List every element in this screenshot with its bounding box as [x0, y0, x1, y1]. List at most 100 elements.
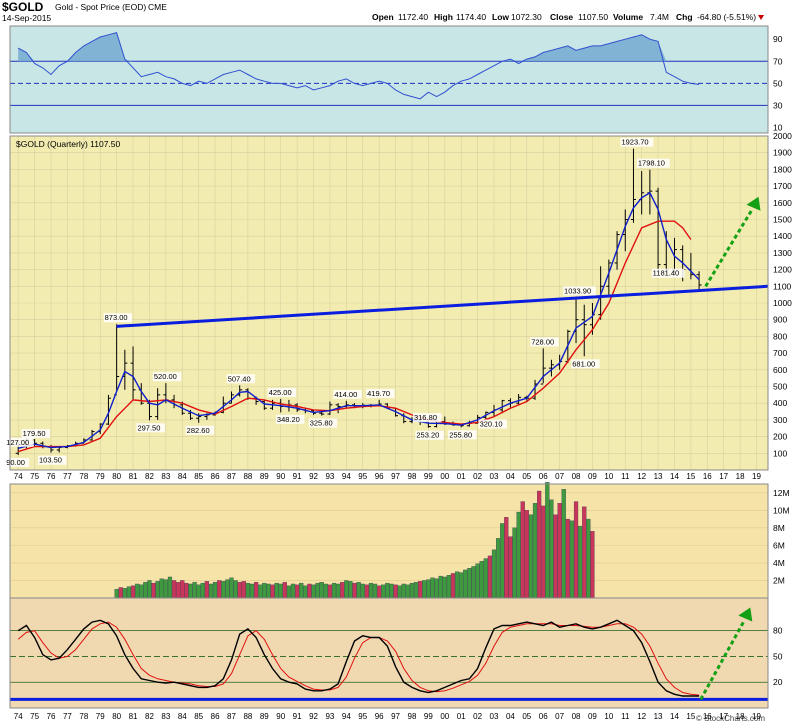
x-tick-label: 14 [670, 472, 679, 481]
x-tick-label: 06 [539, 712, 548, 721]
price-annotation: 507.40 [228, 374, 251, 383]
volume-bar [557, 503, 562, 599]
annotation-box [38, 455, 67, 465]
high-value: 1174.40 [456, 12, 486, 22]
volume-bar [491, 549, 497, 599]
watermark: © StockCharts.com [696, 714, 765, 723]
x-tick-label: 75 [30, 472, 39, 481]
price-tick-label: 300 [773, 415, 787, 425]
x-tick-label: 78 [79, 712, 88, 721]
rsi-overbought-fill [18, 32, 700, 62]
x-tick-label: 93 [325, 472, 334, 481]
x-tick-label: 85 [194, 712, 203, 721]
volume-bar [364, 584, 369, 599]
price-annotation: 103.50 [39, 456, 62, 465]
volume-tick-label: 10M [773, 505, 790, 515]
volume-bar [487, 555, 493, 599]
x-tick-label: 76 [47, 712, 56, 721]
volume-bar [475, 563, 480, 599]
x-tick-label: 88 [243, 712, 252, 721]
date-label: 14-Sep-2015 [2, 13, 51, 23]
volume-bar [479, 561, 484, 599]
volume-bar [463, 569, 468, 599]
price-tick-label: 1700 [773, 181, 792, 191]
price-annotation: 179.50 [23, 429, 46, 438]
volume-bar [278, 583, 283, 599]
volume-background [10, 484, 768, 598]
volume-bar [401, 583, 406, 599]
x-tick-label: 10 [604, 712, 613, 721]
volume-bar [385, 582, 390, 599]
volume-bar [159, 578, 164, 599]
volume-bar [545, 482, 550, 599]
rsi-tick-label: 10 [773, 122, 783, 132]
x-tick-label: 17 [719, 472, 728, 481]
volume-bar [204, 581, 209, 599]
price-annotation: 253.20 [416, 431, 439, 440]
x-tick-label: 16 [703, 472, 712, 481]
rsi-panel: 90 70 50 30 10 [9, 25, 783, 134]
x-tick-label: 08 [572, 712, 581, 721]
price-frame [9, 135, 769, 471]
annotation-box [636, 158, 670, 168]
x-tick-label: 07 [555, 712, 564, 721]
volume-bar [409, 582, 415, 599]
x-tick-label: 97 [391, 472, 400, 481]
x-tick-label: 18 [736, 472, 745, 481]
x-tick-label: 96 [375, 472, 384, 481]
rsi-tick-label: 90 [773, 34, 783, 44]
annotation-box [366, 388, 395, 398]
price-tick-label: 500 [773, 382, 787, 392]
volume-bar [167, 576, 173, 599]
volume-bar [405, 584, 410, 599]
volume-bar [541, 505, 546, 599]
volume-bar [299, 582, 304, 599]
x-tick-label: 76 [47, 472, 56, 481]
volume-bar [553, 514, 558, 599]
x-tick-label: 00 [440, 712, 449, 721]
x-tick-label: 79 [96, 712, 105, 721]
volume-bar [229, 577, 234, 599]
price-annotation: 728.00 [531, 337, 554, 346]
x-tick-label: 01 [457, 712, 466, 721]
moving-average-fast [18, 191, 700, 449]
x-tick-label: 74 [14, 472, 23, 481]
price-annotation: 90.00 [6, 458, 25, 467]
volume-bar [434, 578, 439, 599]
x-tick-label: 14 [670, 712, 679, 721]
x-tick-label: 78 [79, 472, 88, 481]
price-annotation: 419.70 [367, 389, 390, 398]
rsi-tick-label: 70 [773, 56, 783, 66]
volume-bar [471, 566, 476, 599]
x-tick-label: 95 [358, 712, 367, 721]
volume-bar [147, 580, 152, 599]
x-tick-label: 84 [178, 472, 187, 481]
x-tick-label: 98 [408, 712, 417, 721]
volume-bar [155, 581, 160, 599]
volume-bar [516, 511, 521, 599]
volume-bar [578, 525, 583, 599]
volume-bar [258, 584, 263, 599]
volume-value: 7.4M [650, 12, 669, 22]
volume-bar [582, 506, 587, 599]
volume-bar [348, 581, 353, 599]
x-tick-label: 86 [211, 472, 220, 481]
annotation-box [563, 286, 596, 296]
x-tick-label: 07 [555, 472, 564, 481]
price-tick-label: 900 [773, 315, 787, 325]
price-tick-label: 1000 [773, 298, 792, 308]
volume-bar [565, 518, 570, 599]
volume-bar [344, 580, 349, 599]
price-annotation: 681.00 [572, 359, 595, 368]
x-tick-label: 77 [63, 472, 72, 481]
stochastic-frame [9, 597, 769, 709]
x-tick-label: 99 [424, 472, 433, 481]
stochastic-arrowhead-icon [738, 607, 753, 622]
volume-bar [286, 585, 292, 599]
volume-bar [274, 582, 279, 599]
annotation-box [412, 413, 442, 423]
x-tick-label: 02 [473, 712, 482, 721]
volume-bar [307, 583, 312, 599]
volume-bar [126, 586, 132, 599]
